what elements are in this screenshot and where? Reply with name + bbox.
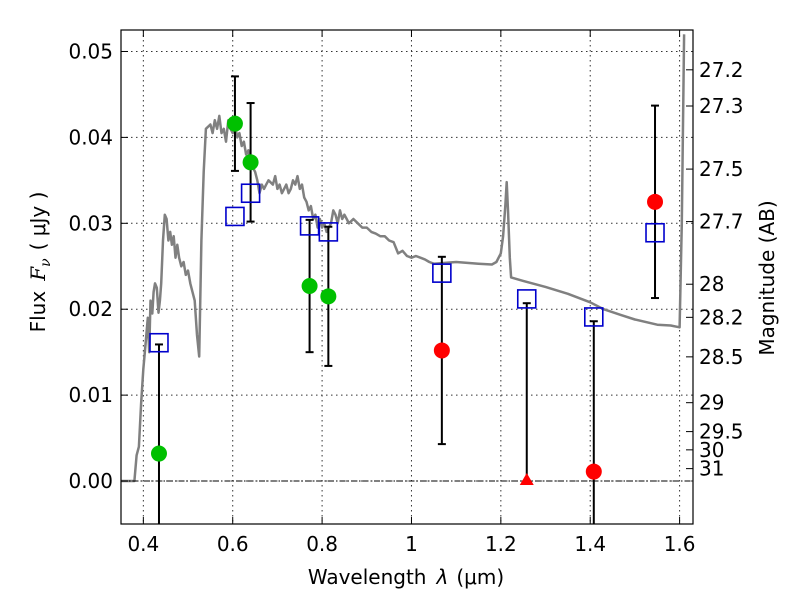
detection-point — [301, 278, 318, 295]
grid-lines — [121, 30, 693, 524]
nir-point — [433, 342, 450, 359]
model-square — [583, 307, 604, 327]
model-square — [645, 222, 665, 243]
x-tick-label: 1.6 — [664, 532, 696, 556]
model-square — [432, 263, 452, 283]
y-tick-label: 0.05 — [68, 39, 113, 63]
nir-point — [647, 193, 664, 210]
x-tick-label: 0.4 — [127, 532, 159, 556]
x-tick-label: 1.2 — [485, 532, 517, 556]
y-tick-label: 0.03 — [68, 211, 113, 235]
x-tick-label: 1.4 — [574, 532, 606, 556]
x-tick-label: 1 — [405, 532, 418, 556]
model-square — [318, 222, 339, 242]
y2-tick-label: 28 — [699, 272, 724, 296]
x-tick-label: 0.6 — [217, 532, 249, 556]
y2-tick-label: 28.5 — [699, 345, 744, 369]
y2-tick-label: 29 — [699, 391, 724, 415]
detection-point — [226, 115, 243, 132]
y-tick-label: 0.00 — [68, 469, 113, 493]
y2-tick-label: 28.2 — [699, 305, 744, 329]
plot-frame — [120, 29, 694, 525]
y2-tick-label: 27.2 — [699, 58, 744, 82]
nir-point — [585, 463, 602, 480]
y2-tick-label: 29.5 — [699, 420, 744, 444]
y2-tick-label: 27.7 — [699, 210, 744, 234]
y2-tick-label: 30 — [699, 438, 724, 462]
axis-ticks: 0.4 0.6 0.8 1 1.2 1.4 1.6 0.00 0.01 0.02 0.03 0.04 0… — [68, 30, 744, 556]
y2-axis-label: Magnitude (AB) — [755, 200, 779, 355]
y-axis-label: FluxFν( μJy ) — [26, 192, 54, 333]
y-tick-label: 0.01 — [68, 383, 113, 407]
sed-curve — [121, 34, 686, 483]
detection-point — [150, 445, 167, 462]
model-square — [516, 289, 537, 309]
y-tick-label: 0.04 — [68, 125, 113, 149]
y2-tick-label: 27.5 — [699, 157, 744, 181]
model-square — [225, 206, 245, 227]
data-marks — [149, 75, 665, 524]
x-axis-label: Wavelength λ (μm) — [308, 565, 504, 589]
model-square — [149, 332, 169, 353]
y-tick-label: 0.02 — [68, 297, 113, 321]
y2-tick-label: 31 — [699, 457, 724, 481]
detection-point — [242, 154, 259, 171]
y2-tick-label: 27.3 — [699, 94, 744, 118]
x-tick-label: 0.8 — [306, 532, 338, 556]
upper-limit-triangle — [519, 473, 534, 486]
detection-point — [320, 288, 337, 305]
model-square — [240, 183, 261, 204]
